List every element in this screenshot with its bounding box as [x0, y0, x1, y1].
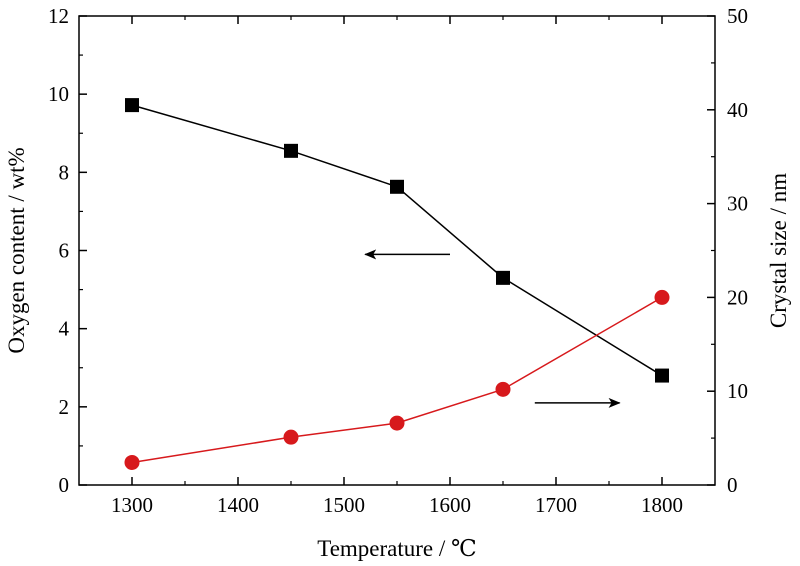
y-tick-label: 4 — [59, 317, 70, 341]
data-point-circle — [389, 415, 405, 431]
series-line-2 — [131, 296, 663, 464]
data-point-square — [496, 270, 510, 285]
data-point-square — [284, 143, 298, 158]
y2-tick-label: 40 — [727, 98, 748, 122]
x-axis-ticks: 1300 1400 1500 1600 1700 1800 — [111, 16, 683, 517]
y-tick-label: 6 — [59, 239, 70, 263]
data-point-circle — [654, 289, 670, 305]
y2-tick-label: 0 — [727, 473, 738, 497]
x-tick-label: 1400 — [217, 493, 259, 517]
data-point-square — [125, 98, 139, 113]
y2-tick-label: 50 — [727, 4, 748, 28]
y-tick-label: 10 — [48, 82, 69, 106]
y2-tick-label: 30 — [727, 192, 748, 216]
data-point-circle — [495, 381, 511, 397]
data-point-square — [655, 368, 669, 383]
y-tick-label: 8 — [59, 160, 70, 184]
y-axis-ticks: 0 2 4 6 8 10 12 — [48, 4, 87, 497]
x-axis-label: Temperature / ℃ — [317, 536, 477, 561]
data-point-circle — [124, 454, 140, 470]
series-layer — [124, 98, 670, 470]
data-point-circle — [283, 429, 299, 445]
y2-tick-label: 10 — [727, 379, 748, 403]
x-tick-label: 1700 — [535, 493, 577, 517]
x-tick-label: 1500 — [323, 493, 365, 517]
y2-tick-label: 20 — [727, 285, 748, 309]
data-point-square — [390, 179, 404, 194]
x-tick-label: 1600 — [429, 493, 471, 517]
plot-frame — [78, 15, 716, 486]
y-tick-label: 0 — [59, 473, 70, 497]
x-tick-label: 1300 — [111, 493, 153, 517]
y-tick-label: 2 — [59, 395, 70, 419]
y-tick-label: 12 — [48, 4, 69, 28]
y2-axis-ticks: 0 10 20 30 40 50 — [707, 4, 748, 497]
annotation-layer — [364, 249, 621, 408]
y2-axis-label: Crystal size / nm — [766, 173, 791, 328]
x-tick-label: 1800 — [641, 493, 683, 517]
series-line-1 — [131, 104, 663, 377]
y-axis-label: Oxygen content / wt% — [4, 147, 29, 353]
